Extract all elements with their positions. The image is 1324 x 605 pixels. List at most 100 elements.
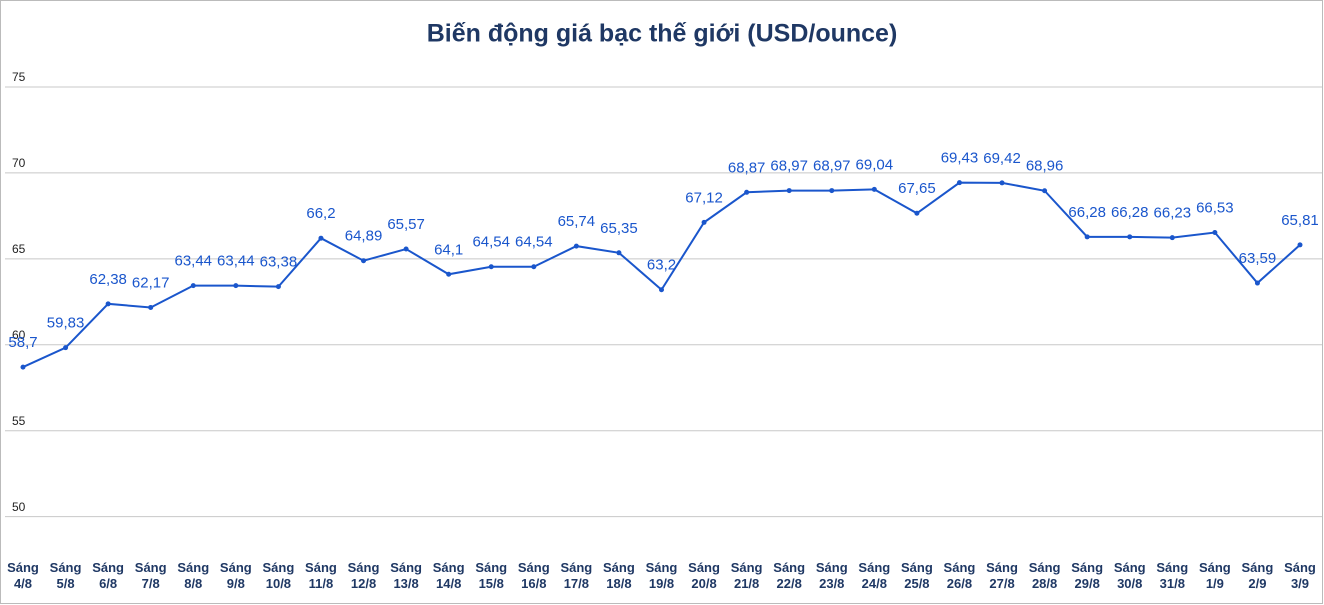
- data-label: 63,2: [647, 257, 676, 274]
- data-label: 66,28: [1068, 204, 1106, 221]
- point: [190, 283, 196, 289]
- x-tick-label: Sáng 31/8: [1156, 560, 1189, 591]
- data-label: 69,42: [983, 150, 1021, 167]
- x-tick-label: Sáng 5/8: [49, 560, 82, 591]
- point: [446, 271, 452, 277]
- x-tick-label: Sáng 15/8: [475, 560, 508, 591]
- x-tick-label: Sáng 20/8: [688, 560, 720, 591]
- point: [1042, 188, 1048, 194]
- point: [63, 345, 69, 351]
- data-label: 63,38: [260, 254, 298, 271]
- x-tick-label: Sáng 27/8: [986, 560, 1018, 591]
- data-label: 66,28: [1111, 204, 1149, 221]
- y-tick-label: 55: [12, 414, 26, 428]
- data-label: 68,96: [1026, 158, 1064, 175]
- y-tick-label: 50: [12, 500, 26, 514]
- data-label: 66,23: [1154, 205, 1192, 222]
- x-tick-label: Sáng 24/8: [858, 560, 891, 591]
- point: [531, 264, 537, 270]
- x-tick-label: Sáng 9/8: [219, 560, 252, 591]
- point: [914, 210, 920, 216]
- x-tick-label: Sáng 4/8: [7, 560, 39, 591]
- x-tick-label: Sáng 29/8: [1071, 560, 1104, 591]
- data-label: 68,87: [728, 159, 766, 176]
- x-tick-label: Sáng 23/8: [815, 560, 848, 591]
- point: [1169, 235, 1175, 241]
- data-label: 62,38: [89, 271, 127, 288]
- point: [361, 258, 367, 264]
- data-label: 67,12: [685, 189, 723, 206]
- x-tick-label: Sáng 30/8: [1113, 560, 1146, 591]
- x-tick-label: Sáng 28/8: [1028, 560, 1061, 591]
- line: [22, 181, 1301, 369]
- point: [148, 304, 154, 310]
- x-tick-label: Sáng 10/8: [262, 560, 295, 591]
- data-label: 64,54: [515, 234, 553, 251]
- data-label: 64,1: [434, 241, 463, 258]
- data-label: 63,44: [174, 253, 212, 270]
- x-tick-label: Sáng 14/8: [432, 560, 465, 591]
- y-tick-label: 60: [12, 328, 26, 342]
- x-tick-label: Sáng 6/8: [92, 560, 125, 591]
- data-label: 65,35: [600, 220, 638, 237]
- data-label: 66,2: [306, 205, 335, 222]
- x-tick-label: Sáng 16/8: [517, 560, 550, 591]
- point: [999, 180, 1005, 186]
- x-tick-label: Sáng 11/8: [305, 560, 337, 591]
- y-tick-label: 65: [12, 242, 26, 256]
- point: [1127, 234, 1133, 240]
- data-label: 68,97: [813, 158, 851, 175]
- x-tick-label: Sáng 22/8: [773, 560, 806, 591]
- x-tick-label: Sáng 1/9: [1198, 560, 1231, 591]
- data-label: 68,97: [770, 158, 808, 175]
- point: [318, 235, 324, 241]
- point: [1084, 234, 1090, 240]
- chart-title: Biến động giá bạc thế giới (USD/ounce): [427, 20, 898, 48]
- data-label: 64,89: [345, 228, 383, 245]
- data-label: 69,04: [856, 156, 894, 173]
- data-label: 58,7: [8, 334, 37, 351]
- data-label: 63,59: [1239, 250, 1277, 267]
- x-tick-label: Sáng 7/8: [134, 560, 167, 591]
- point: [233, 283, 239, 289]
- data-label: 65,74: [558, 213, 596, 230]
- point: [829, 188, 835, 194]
- point: [616, 250, 622, 256]
- point: [403, 246, 409, 252]
- x-tick-label: Sáng 13/8: [390, 560, 422, 591]
- x-tick-label: Sáng 18/8: [603, 560, 635, 591]
- data-label: 62,17: [132, 274, 170, 291]
- x-tick-label: Sáng 2/9: [1241, 560, 1274, 591]
- point: [701, 219, 707, 225]
- data-label: 69,43: [941, 150, 979, 167]
- x-tick-label: Sáng 25/8: [900, 560, 933, 591]
- x-tick-label: Sáng 12/8: [347, 560, 380, 591]
- x-tick-label: Sáng 26/8: [943, 560, 976, 591]
- data-label: 65,81: [1281, 212, 1319, 229]
- point: [20, 364, 26, 370]
- data-label: 65,57: [387, 216, 425, 233]
- data-label: 67,65: [898, 180, 936, 197]
- y-tick-label: 70: [12, 156, 26, 170]
- x-tick-label: Sáng 19/8: [645, 560, 678, 591]
- x-tick-label: Sáng 21/8: [730, 560, 763, 591]
- data-label: 64,54: [472, 234, 510, 251]
- point: [786, 188, 792, 194]
- data-label: 66,53: [1196, 199, 1234, 216]
- point: [1254, 280, 1260, 286]
- point: [1297, 242, 1303, 248]
- x-tick-label: Sáng 3/9: [1284, 560, 1316, 591]
- point: [573, 243, 579, 249]
- point: [659, 287, 664, 293]
- data-label: 59,83: [47, 315, 85, 332]
- point: [744, 189, 750, 195]
- x-tick-label: Sáng 17/8: [560, 560, 593, 591]
- point: [488, 264, 494, 270]
- data-label: 63,44: [217, 253, 255, 270]
- x-tick-label: Sáng 8/8: [177, 560, 210, 591]
- point: [1212, 230, 1218, 236]
- point: [105, 301, 111, 307]
